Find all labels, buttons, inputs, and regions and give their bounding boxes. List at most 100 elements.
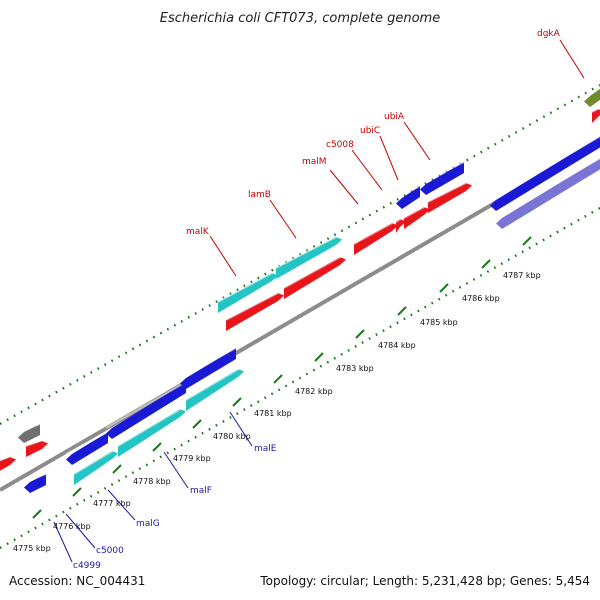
accession-text: Accession: NC_004431 [9,574,145,588]
gene-feature [490,136,600,211]
feature-blocks [0,86,600,493]
scale-label: 4779 kbp [173,454,211,463]
gene-feature [284,257,346,299]
gene-label: malF [190,486,212,496]
gene-label: malM [302,157,327,167]
scale-label: 4775 kbp [13,544,51,553]
scale-tick [32,509,42,519]
gene-feature-highlight [583,86,600,97]
label-leaders [53,39,585,563]
gene-leader-line [53,521,73,563]
gene-leader-line [379,135,399,181]
gene-feature [404,207,430,229]
gene-feature [226,293,284,331]
gene-feature-highlight [225,289,285,321]
scale-label: 4783 kbp [336,364,374,373]
gene-feature [584,88,600,107]
gene-feature-highlight [489,135,600,201]
scale-label: 4787 kbp [503,271,541,280]
gene-labels: malK lamB malM c5008 ubiC ubiA dgkA c4999 c5000 m… [73,29,561,571]
gene-leader-line [65,513,96,549]
gene-feature-highlight [427,179,473,203]
gene-feature [180,348,236,389]
gene-feature-highlight [495,157,600,219]
scale-tick [72,487,82,497]
scale-tick [232,397,242,407]
scale-labels: 4775 kbp 4776 kbp 4777 kbp 4778 kbp 4779 kbp… [13,271,541,553]
gene-feature [66,432,108,465]
gene-leader-line [403,121,431,161]
gene-label: c5000 [96,546,124,556]
gene-feature-highlight [217,269,279,303]
gene-feature-highlight [0,453,17,462]
gene-feature [106,382,186,439]
gene-feature-highlight [353,219,399,245]
gene-feature [592,109,600,123]
gene-feature-highlight [591,106,600,113]
genome-summary-text: Topology: circular; Length: 5,231,428 bp… [259,574,590,588]
scale-label: 4777 kbp [93,499,131,508]
gene-label: c5008 [326,140,354,150]
gene-feature [496,158,600,229]
scale-tick [192,419,202,429]
gene-feature [118,409,186,457]
gene-feature-highlight [65,431,109,455]
scale-tick [152,442,162,452]
gene-leader-line [107,489,136,521]
gene-label: malK [186,227,210,237]
gene-feature [18,424,40,443]
scale-tick [397,306,407,316]
gene-label: dgkA [537,29,561,39]
gene-leader-line [351,149,383,191]
scale-label: 4785 kbp [420,318,458,327]
gene-feature-highlight [395,215,407,223]
gene-feature [26,441,48,457]
gene-feature [74,451,118,485]
gene-feature [276,237,342,279]
gene-leader-line [229,411,253,447]
scale-ticks [32,236,532,519]
gene-feature [396,186,420,209]
gene-feature [24,474,46,493]
scale-tick [522,236,532,246]
gene-label: malE [254,444,277,454]
scale-label: 4782 kbp [295,387,333,396]
gene-feature-highlight [25,437,49,447]
gene-leader-line [269,199,297,239]
gene-feature-highlight [23,473,47,483]
scale-label: 4780 kbp [213,432,251,441]
gene-feature-highlight [395,185,421,199]
gene-feature-highlight [17,423,41,433]
inner-dotted-ring [0,206,600,550]
scale-label: 4778 kbp [133,477,171,486]
scale-label: 4776 kbp [53,522,91,531]
gene-feature-highlight [403,203,431,219]
gene-label: lamB [248,190,271,200]
gene-feature-highlight [419,161,465,185]
gene-feature [428,183,472,213]
gene-feature-highlight [117,405,187,447]
outer-dotted-ring [0,83,600,426]
map-title: Escherichia coli CFT073, complete genome [160,11,440,26]
gene-feature-highlight [275,233,343,269]
scale-tick [112,464,122,474]
gene-feature-highlight [185,365,245,401]
scale-tick [314,352,324,362]
scale-tick [481,259,491,269]
gene-feature [396,219,406,233]
gene-feature [420,162,464,195]
gene-feature-highlight [105,381,187,429]
gene-feature [218,273,278,313]
gene-feature [354,223,398,255]
gene-leader-line [163,451,189,489]
scale-tick [273,374,283,384]
gene-feature-highlight [283,253,347,289]
scale-label: 4781 kbp [254,409,292,418]
gene-feature-highlight [73,447,119,475]
gene-label: ubiA [384,112,405,122]
scale-label: 4786 kbp [462,294,500,303]
gene-label: malG [136,519,160,529]
gene-feature [0,457,16,471]
gene-feature-highlight [179,347,237,379]
